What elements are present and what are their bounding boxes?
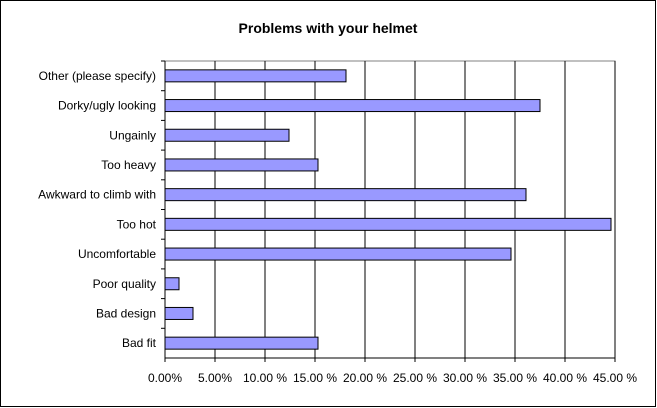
bar	[164, 277, 180, 291]
bar	[164, 69, 347, 83]
x-tick-label: 25.00 %	[393, 371, 437, 385]
x-tick-label: 10.00 %	[243, 371, 287, 385]
x-tick-label: 30.00 %	[443, 371, 487, 385]
x-tick-label: 15.00 %	[293, 371, 337, 385]
bar	[164, 306, 194, 320]
y-tick-label: Dorky/ugly looking	[58, 99, 156, 113]
x-tick-label: 40.00 %	[543, 371, 587, 385]
bar	[164, 336, 319, 350]
y-tick-label: Bad fit	[122, 336, 157, 350]
x-tick-label: 20.00 %	[343, 371, 387, 385]
y-tick-label: Uncomfortable	[78, 247, 156, 261]
y-tick-label: Ungainly	[109, 128, 156, 142]
y-tick-label: Awkward to climb with	[38, 188, 156, 202]
x-tick-label: 35.00 %	[493, 371, 537, 385]
x-tick-label: 0.00%	[148, 371, 182, 385]
y-tick-label: Bad design	[96, 306, 156, 320]
bar	[164, 188, 527, 202]
x-tick-label: 45.00 %	[593, 371, 637, 385]
bar	[164, 128, 290, 142]
y-tick-label: Other (please specify)	[39, 69, 156, 83]
x-tick-label: 5.00%	[198, 371, 232, 385]
chart-title: Problems with your helmet	[239, 20, 418, 36]
bar	[164, 158, 319, 172]
y-tick-label: Poor quality	[93, 277, 156, 291]
y-tick-label: Too hot	[117, 217, 157, 231]
bar	[164, 217, 612, 231]
y-tick-label: Too heavy	[101, 158, 156, 172]
bar	[164, 247, 512, 261]
bar	[164, 99, 541, 113]
